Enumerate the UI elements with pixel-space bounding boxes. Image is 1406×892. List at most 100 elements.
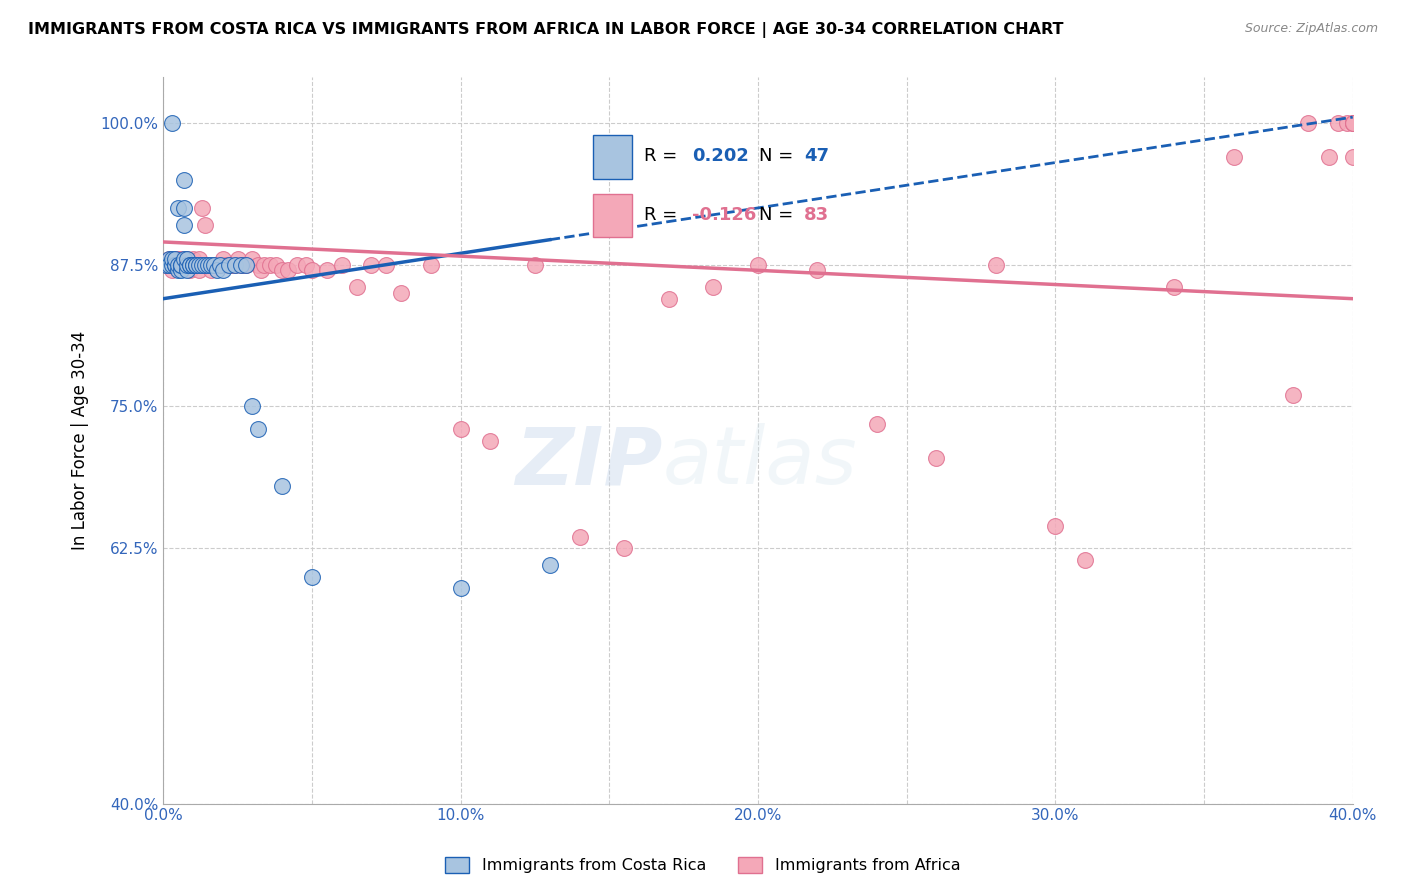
Point [167, 252, 190, 266]
Point [247, 258, 270, 272]
Point [538, 558, 561, 573]
Point [179, 258, 201, 272]
Point [1296, 116, 1319, 130]
Point [218, 258, 240, 272]
Point [181, 258, 204, 272]
Point [208, 258, 231, 272]
Point [181, 252, 204, 266]
Point [747, 258, 769, 272]
Point [229, 258, 252, 272]
Point [1074, 552, 1097, 566]
Point [191, 201, 214, 215]
Point [165, 252, 187, 266]
Point [187, 258, 209, 272]
Point [184, 258, 207, 272]
Point [184, 258, 207, 272]
Point [613, 541, 636, 556]
Point [170, 258, 193, 272]
Point [155, 258, 177, 272]
Point [187, 252, 209, 266]
Bar [592, 135, 631, 178]
Point [1317, 150, 1340, 164]
Point [165, 252, 187, 266]
Point [568, 530, 591, 544]
Point [176, 263, 198, 277]
Point [170, 263, 193, 277]
Point [191, 258, 214, 272]
Point [155, 258, 177, 272]
Point [1223, 150, 1246, 164]
Text: R =: R = [644, 206, 683, 224]
Point [157, 252, 180, 266]
Point [165, 258, 187, 272]
Point [271, 479, 294, 493]
Point [419, 258, 441, 272]
Point [176, 252, 198, 266]
Point [211, 263, 233, 277]
Point [170, 258, 193, 272]
Point [173, 258, 195, 272]
Point [160, 116, 183, 130]
Point [165, 258, 187, 272]
Point [221, 258, 243, 272]
Point [176, 252, 198, 266]
Point [167, 201, 190, 215]
Point [181, 258, 204, 272]
Point [200, 258, 222, 272]
Legend: Immigrants from Costa Rica, Immigrants from Africa: Immigrants from Costa Rica, Immigrants f… [439, 850, 967, 880]
Point [984, 258, 1007, 272]
Text: Source: ZipAtlas.com: Source: ZipAtlas.com [1244, 22, 1378, 36]
Point [173, 201, 195, 215]
Y-axis label: In Labor Force | Age 30-34: In Labor Force | Age 30-34 [72, 331, 89, 550]
Point [806, 263, 828, 277]
Text: 0.202: 0.202 [692, 147, 749, 165]
Point [925, 450, 948, 465]
Point [167, 258, 190, 272]
Point [157, 252, 180, 266]
Point [157, 258, 180, 272]
Point [523, 258, 546, 272]
Text: -0.126: -0.126 [692, 206, 756, 224]
Point [179, 258, 201, 272]
Point [479, 434, 502, 448]
Point [250, 263, 273, 277]
Point [187, 263, 209, 277]
Point [253, 258, 276, 272]
Point [295, 258, 318, 272]
Text: 83: 83 [804, 206, 830, 224]
Point [218, 258, 240, 272]
Point [450, 422, 472, 436]
Point [389, 286, 412, 301]
Point [224, 258, 246, 272]
Point [1282, 388, 1305, 402]
Point [1327, 116, 1350, 130]
Point [224, 258, 246, 272]
Point [315, 263, 337, 277]
Point [1341, 116, 1364, 130]
Point [173, 252, 195, 266]
Point [375, 258, 398, 272]
Text: R =: R = [644, 147, 683, 165]
Point [157, 258, 180, 272]
Point [1341, 116, 1364, 130]
Point [176, 258, 198, 272]
Point [229, 258, 252, 272]
Point [215, 258, 238, 272]
Text: N =: N = [759, 206, 799, 224]
Point [208, 258, 231, 272]
Point [173, 258, 195, 272]
Point [211, 252, 233, 266]
Point [176, 258, 198, 272]
Point [346, 280, 368, 294]
Point [184, 258, 207, 272]
Point [235, 258, 257, 272]
Point [259, 258, 281, 272]
Point [330, 258, 353, 272]
Point [194, 258, 217, 272]
Point [191, 258, 214, 272]
Point [181, 258, 204, 272]
Point [232, 258, 254, 272]
Point [179, 263, 201, 277]
Text: IMMIGRANTS FROM COSTA RICA VS IMMIGRANTS FROM AFRICA IN LABOR FORCE | AGE 30-34 : IMMIGRANTS FROM COSTA RICA VS IMMIGRANTS… [28, 22, 1063, 38]
Point [301, 570, 323, 584]
